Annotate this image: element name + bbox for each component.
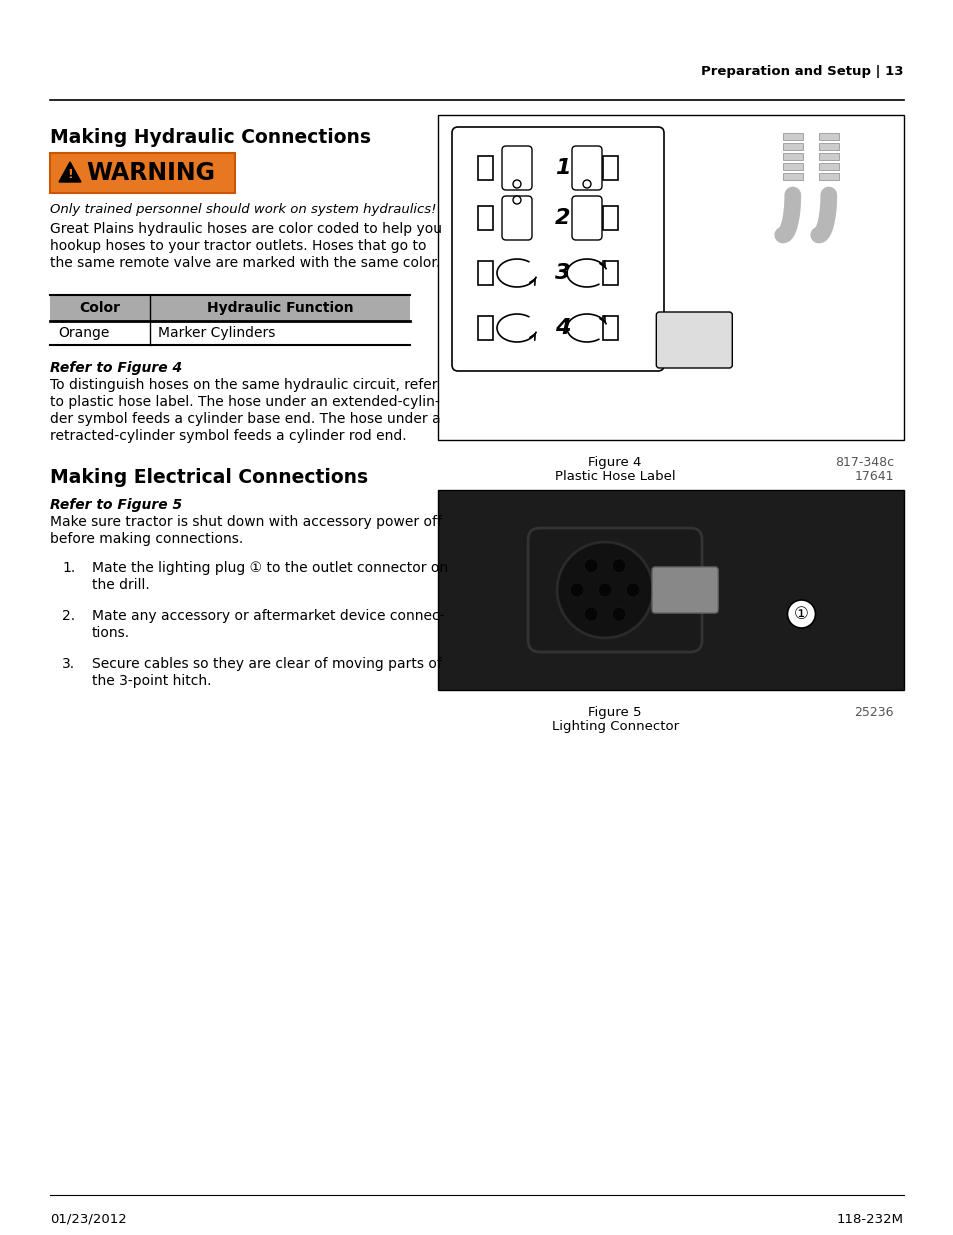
Bar [602, 206, 618, 230]
FancyBboxPatch shape [572, 146, 601, 190]
Bar [818, 143, 838, 149]
Text: before making connections.: before making connections. [50, 532, 243, 546]
Text: Figure 4: Figure 4 [588, 456, 641, 469]
Text: !: ! [67, 168, 72, 182]
Text: 118-232M: 118-232M [836, 1213, 903, 1226]
Polygon shape [59, 162, 81, 182]
Bar [782, 153, 802, 161]
Bar [782, 173, 802, 180]
Circle shape [625, 583, 639, 597]
Text: 3.: 3. [62, 657, 75, 671]
Circle shape [612, 608, 625, 621]
Bar [437, 490, 903, 690]
Bar [602, 261, 618, 285]
Bar [818, 173, 838, 180]
Bar [437, 115, 903, 440]
Circle shape [583, 608, 598, 621]
Text: 817-348c: 817-348c [834, 456, 893, 469]
Text: 25236: 25236 [854, 706, 893, 719]
FancyBboxPatch shape [501, 146, 532, 190]
Bar [782, 143, 802, 149]
Text: Make sure tractor is shut down with accessory power off: Make sure tractor is shut down with acce… [50, 515, 441, 529]
Bar [477, 206, 493, 230]
Text: 01/23/2012: 01/23/2012 [50, 1213, 127, 1226]
Text: Mate the lighting plug ① to the outlet connector on: Mate the lighting plug ① to the outlet c… [91, 561, 448, 576]
Circle shape [786, 600, 815, 629]
Bar [782, 163, 802, 170]
Text: 2.: 2. [62, 609, 75, 622]
Circle shape [612, 558, 625, 573]
Bar [818, 163, 838, 170]
Text: To distinguish hoses on the same hydraulic circuit, refer: To distinguish hoses on the same hydraul… [50, 378, 437, 391]
Text: Making Hydraulic Connections: Making Hydraulic Connections [50, 128, 371, 147]
FancyBboxPatch shape [656, 312, 732, 368]
Text: der symbol feeds a cylinder base end. The hose under a: der symbol feeds a cylinder base end. Th… [50, 412, 440, 426]
Text: hookup hoses to your tractor outlets. Hoses that go to: hookup hoses to your tractor outlets. Ho… [50, 240, 426, 253]
Text: Secure cables so they are clear of moving parts of: Secure cables so they are clear of movin… [91, 657, 441, 671]
Text: 1: 1 [555, 158, 570, 178]
Text: Hydraulic Function: Hydraulic Function [207, 301, 353, 315]
Text: Making Electrical Connections: Making Electrical Connections [50, 468, 368, 487]
Bar [818, 153, 838, 161]
Bar [477, 156, 493, 180]
Text: the drill.: the drill. [91, 578, 150, 592]
FancyBboxPatch shape [652, 567, 718, 613]
Text: Plastic Hose Label: Plastic Hose Label [555, 471, 675, 483]
FancyBboxPatch shape [528, 529, 701, 652]
Circle shape [513, 196, 520, 204]
Text: Great Plains hydraulic hoses are color coded to help you: Great Plains hydraulic hoses are color c… [50, 222, 441, 236]
Circle shape [513, 180, 520, 188]
Text: ①: ① [793, 605, 808, 622]
Circle shape [582, 180, 590, 188]
FancyBboxPatch shape [452, 127, 663, 370]
Text: Preparation and Setup | 13: Preparation and Setup | 13 [700, 65, 903, 79]
Text: Color: Color [79, 301, 120, 315]
Text: Orange: Orange [58, 326, 110, 340]
Text: Lighting Connector: Lighting Connector [551, 720, 678, 734]
FancyBboxPatch shape [501, 196, 532, 240]
Bar [602, 316, 618, 340]
Bar [477, 261, 493, 285]
Text: to plastic hose label. The hose under an extended-cylin-: to plastic hose label. The hose under an… [50, 395, 439, 409]
Text: Figure 5: Figure 5 [588, 706, 641, 719]
FancyBboxPatch shape [572, 196, 601, 240]
Circle shape [570, 583, 583, 597]
Text: 2: 2 [555, 207, 570, 228]
Bar [818, 133, 838, 140]
Text: Marker Cylinders: Marker Cylinders [158, 326, 275, 340]
Text: retracted-cylinder symbol feeds a cylinder rod end.: retracted-cylinder symbol feeds a cylind… [50, 429, 406, 443]
Text: WARNING: WARNING [86, 161, 214, 185]
Text: the 3-point hitch.: the 3-point hitch. [91, 674, 212, 688]
Circle shape [583, 558, 598, 573]
Text: 1.: 1. [62, 561, 75, 576]
Text: Refer to Figure 4: Refer to Figure 4 [50, 361, 182, 375]
Text: Only trained personnel should work on system hydraulics!: Only trained personnel should work on sy… [50, 203, 436, 216]
Text: Refer to Figure 5: Refer to Figure 5 [50, 498, 182, 513]
Text: 3: 3 [555, 263, 570, 283]
Bar [602, 156, 618, 180]
Bar [477, 316, 493, 340]
Circle shape [598, 583, 612, 597]
Circle shape [557, 542, 653, 638]
Text: tions.: tions. [91, 626, 130, 640]
Text: Mate any accessory or aftermarket device connec-: Mate any accessory or aftermarket device… [91, 609, 444, 622]
Text: the same remote valve are marked with the same color.: the same remote valve are marked with th… [50, 256, 439, 270]
Bar [50, 295, 410, 321]
Bar [782, 133, 802, 140]
Bar [50, 153, 234, 193]
Text: 4: 4 [555, 317, 570, 338]
Text: 17641: 17641 [854, 471, 893, 483]
